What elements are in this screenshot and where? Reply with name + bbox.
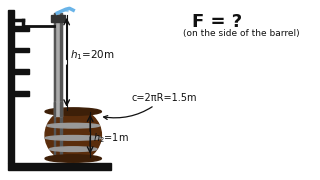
Bar [60,13,62,160]
Bar [7,10,14,163]
Ellipse shape [45,108,101,115]
Bar [60,102,62,116]
Bar [7,163,111,170]
Ellipse shape [45,136,101,140]
Text: (on the side of the barrel): (on the side of the barrel) [183,29,300,38]
Bar [53,13,55,160]
Bar [51,15,65,22]
Bar [14,48,29,52]
Bar [53,102,62,116]
Text: c=2πR=1.5m: c=2πR=1.5m [104,93,197,120]
Ellipse shape [50,147,97,152]
Ellipse shape [47,123,100,128]
Bar [14,91,29,96]
Ellipse shape [45,109,101,161]
Bar [14,69,29,74]
Text: $\mathit{h}_1$=20m: $\mathit{h}_1$=20m [70,48,115,62]
Bar [53,102,55,116]
Bar [14,26,29,31]
Ellipse shape [45,155,101,162]
Text: $\mathit{h}_2$=1m: $\mathit{h}_2$=1m [93,131,129,145]
Bar [53,13,62,160]
Text: F = ?: F = ? [192,13,243,31]
